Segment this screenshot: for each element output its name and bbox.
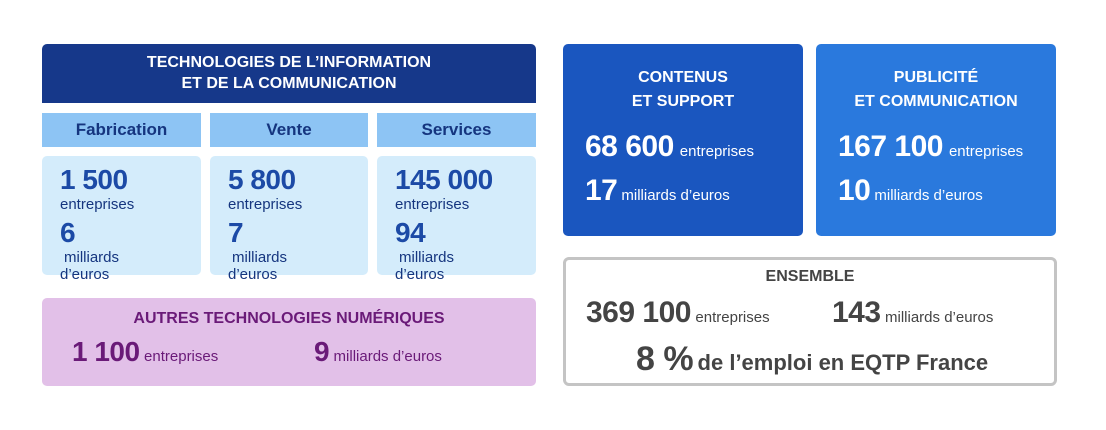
- sector-count: 167 100 entreprises: [838, 130, 1056, 164]
- value: 143: [832, 296, 881, 329]
- amount: 94 milliards: [395, 217, 536, 266]
- value: 167 100: [838, 130, 943, 163]
- unit: entreprises: [679, 143, 754, 160]
- amount: 6 milliards: [60, 217, 201, 266]
- unit: entreprises: [144, 348, 219, 365]
- unit: milliards: [64, 249, 120, 266]
- tic-title-line: TECHNOLOGIES DE L’INFORMATION: [146, 54, 432, 71]
- sector-amount: 17 milliards d’euros: [585, 174, 803, 208]
- unit: milliards d’euros: [874, 187, 983, 204]
- share-text: de l’emploi en EQTP France: [697, 350, 989, 375]
- sector-count: 68 600 entreprises: [585, 130, 803, 164]
- value: 1 100: [72, 336, 140, 367]
- unit: milliards d’euros: [333, 348, 442, 365]
- unit: entreprises: [948, 143, 1024, 160]
- sector-title-line: PUBLICITÉ: [893, 69, 979, 86]
- unit: d’euros: [228, 266, 278, 283]
- value: 145 000: [395, 164, 493, 195]
- sector-title-line: ET SUPPORT: [631, 93, 735, 110]
- value: 5 800: [228, 164, 296, 195]
- value: 17: [585, 174, 618, 207]
- column-cell: 5 800 entreprises 7 milliards d’euros: [210, 156, 368, 283]
- tic-header: TECHNOLOGIES DE L’INFORMATION ET DE LA C…: [42, 44, 536, 103]
- value: 9: [314, 336, 330, 367]
- ensemble-share: 8 % de l’emploi en EQTP France: [636, 340, 988, 379]
- unit: entreprises: [60, 196, 135, 213]
- unit: entreprises: [695, 309, 770, 326]
- value: 68 600: [585, 130, 674, 163]
- ensemble-amount: 143 milliards d’euros: [832, 296, 993, 330]
- column-cell: 145 000 entreprises 94 milliards d’euros: [377, 156, 536, 283]
- value: 6: [60, 217, 76, 248]
- column-cell: 1 500 entreprises 6 milliards d’euros: [42, 156, 201, 283]
- ensemble-box: ENSEMBLE 369 100 entreprises 143 milliar…: [563, 257, 1057, 386]
- value: 94: [395, 217, 426, 248]
- value: 8 %: [636, 340, 694, 378]
- value: 7: [228, 217, 244, 248]
- amount: 7 milliards: [228, 217, 368, 266]
- autres-title: AUTRES TECHNOLOGIES NUMÉRIQUES: [133, 310, 445, 327]
- sector-title-line: CONTENUS: [638, 69, 728, 86]
- value: 369 100: [586, 296, 691, 329]
- value: 1 500: [60, 164, 128, 195]
- column-header: Fabrication: [42, 113, 201, 147]
- unit: d’euros: [60, 266, 110, 283]
- sector-box: CONTENUS ET SUPPORT 68 600 entreprises 17 mil…: [563, 44, 803, 236]
- column-header: Vente: [210, 113, 368, 147]
- autres-count: 1 100 entreprises: [72, 336, 218, 368]
- unit: d’euros: [395, 266, 445, 283]
- unit: entreprises: [228, 196, 303, 213]
- value: 10: [838, 174, 871, 207]
- sector-box: PUBLICITÉ ET COMMUNICATION 167 100 entrepri…: [816, 44, 1056, 236]
- unit: milliards d’euros: [621, 187, 730, 204]
- unit: milliards d’euros: [885, 309, 994, 326]
- sector-amount: 10 milliards d’euros: [838, 174, 1056, 208]
- autres-amount: 9 milliards d’euros: [314, 336, 442, 368]
- column-header: Services: [377, 113, 536, 147]
- unit: milliards: [399, 249, 455, 266]
- sector-title-line: ET COMMUNICATION: [854, 93, 1018, 110]
- tic-title-line: ET DE LA COMMUNICATION: [181, 75, 397, 92]
- ensemble-title: ENSEMBLE: [765, 268, 855, 285]
- unit: entreprises: [395, 196, 470, 213]
- unit: milliards: [232, 249, 288, 266]
- ensemble-count: 369 100 entreprises: [586, 296, 770, 330]
- autres-box: AUTRES TECHNOLOGIES NUMÉRIQUES 1 100 ent…: [42, 298, 536, 386]
